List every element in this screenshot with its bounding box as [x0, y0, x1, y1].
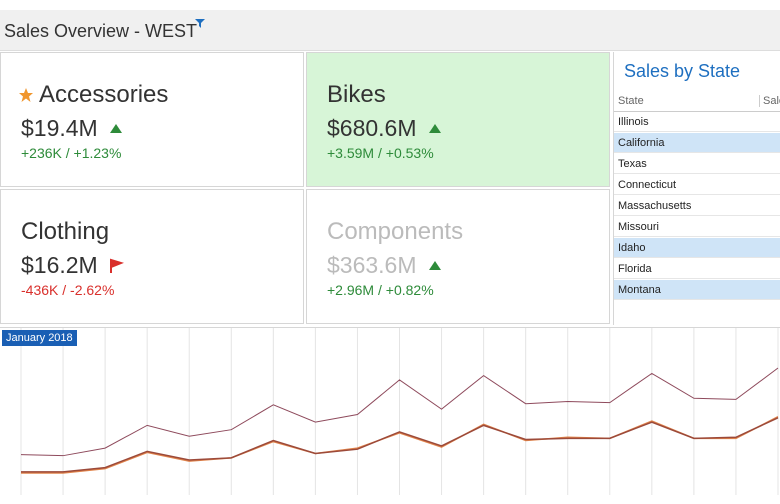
delta-sep: / — [61, 145, 74, 161]
kpi-card: Bikes $680.6M +3.59M / +0.53% — [306, 52, 610, 187]
line-chart — [20, 328, 779, 495]
grid-row[interactable]: Connecticut — [614, 175, 780, 195]
triangle — [428, 124, 441, 133]
delta-pct: +0.53% — [385, 145, 434, 161]
grid-row[interactable]: Massachusetts — [614, 196, 780, 216]
column-header: Sale — [759, 95, 780, 107]
grid-row[interactable]: Montana — [614, 280, 780, 300]
state-name: Texas — [618, 158, 647, 170]
card-value: $16.2M — [21, 252, 98, 278]
card-delta: -436K / -2.62% — [21, 282, 114, 298]
triangle — [109, 124, 122, 133]
up-icon — [428, 261, 441, 270]
delta-sep: / — [58, 282, 71, 298]
card-delta: +2.96M / +0.82% — [327, 282, 434, 298]
state-name: California — [618, 137, 665, 149]
delta-abs: -436K — [21, 282, 59, 298]
grid-row[interactable]: Illinois — [614, 112, 780, 132]
grid-row[interactable]: Florida — [614, 259, 780, 279]
delta-sep: / — [374, 145, 386, 161]
card-delta: +3.59M / +0.53% — [327, 145, 434, 161]
card-delta: +236K / +1.23% — [21, 145, 121, 161]
flag-icon — [109, 258, 124, 273]
state-name: Montana — [618, 284, 661, 296]
delta-abs: +236K — [21, 145, 62, 161]
up-icon — [109, 124, 122, 133]
card-value: $19.4M — [21, 115, 98, 141]
flag — [109, 258, 124, 273]
grid-row[interactable]: Idaho — [614, 238, 780, 258]
header-title: Sales Overview - WEST — [4, 21, 198, 41]
kpi-card: Components $363.6M +2.96M / +0.82% — [306, 189, 610, 324]
delta-pct: -2.62% — [70, 282, 115, 298]
state-name: Florida — [618, 263, 652, 275]
card-name: Components — [327, 218, 464, 245]
kpi-card: Clothing $16.2M -436K / -2.62% — [0, 189, 304, 324]
state-name: Connecticut — [618, 179, 677, 191]
state-grid: Sales by State State Sale Illinois Califor… — [613, 52, 780, 325]
up-icon — [428, 124, 441, 133]
column-header: State — [618, 95, 644, 107]
series-line — [21, 417, 779, 473]
grid-row[interactable]: California — [614, 133, 780, 153]
triangle — [428, 261, 441, 270]
date-label: January 2018 — [2, 330, 77, 346]
series-line — [21, 416, 779, 474]
series-line — [20, 367, 779, 457]
delta-sep: / — [374, 282, 386, 298]
card-name: Accessories — [39, 81, 169, 108]
state-name: Illinois — [618, 116, 649, 128]
state-name: Missouri — [618, 221, 659, 233]
star — [19, 88, 33, 102]
header: Sales Overview - WEST — [0, 10, 780, 51]
card-name: Clothing — [21, 218, 110, 245]
delta-abs: +2.96M — [327, 282, 375, 298]
state-name: Massachusetts — [618, 200, 692, 212]
delta-pct: +0.82% — [385, 282, 434, 298]
card-value: $363.6M — [327, 252, 417, 278]
filter-icon[interactable] — [194, 18, 206, 30]
grid-title: Sales by State — [624, 61, 741, 81]
grid-row[interactable]: Missouri — [614, 217, 780, 237]
card-value: $680.6M — [327, 115, 417, 141]
chart-panel: January 2018 — [0, 327, 780, 495]
delta-abs: +3.59M — [327, 145, 375, 161]
star-icon — [19, 88, 33, 102]
grid-header: State Sale — [614, 91, 780, 112]
grid-row[interactable]: Texas — [614, 154, 780, 174]
card-name: Bikes — [327, 81, 386, 108]
state-name: Idaho — [618, 242, 646, 254]
delta-pct: +1.23% — [73, 145, 122, 161]
kpi-card: Accessories $19.4M +236K / +1.23% — [0, 52, 304, 187]
